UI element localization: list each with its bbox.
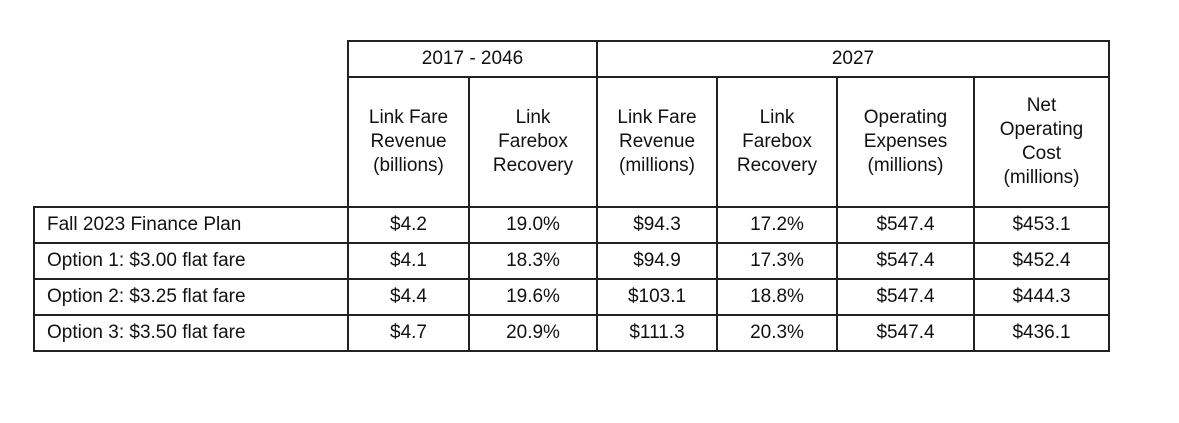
table-cell: $4.2 [347,206,470,244]
table-cell: $547.4 [836,314,975,352]
table-row: Option 2: $3.25 flat fare $4.4 19.6% $10… [33,278,1110,316]
table-cell: $111.3 [596,314,718,352]
table-row: Fall 2023 Finance Plan $4.2 19.0% $94.3 … [33,206,1110,244]
table-cell: $444.3 [973,278,1110,316]
table-row: Option 3: $3.50 flat fare $4.7 20.9% $11… [33,314,1110,352]
table-cell: $103.1 [596,278,718,316]
table-cell: $94.9 [596,242,718,280]
corner-blank-cell [34,41,349,208]
table-cell: 17.2% [716,206,838,244]
table-cell: $547.4 [836,278,975,316]
table-cell: 18.3% [468,242,598,280]
table-cell: $547.4 [836,206,975,244]
table-cell: $94.3 [596,206,718,244]
group-header-2027: 2027 [596,40,1110,78]
table-cell: $452.4 [973,242,1110,280]
column-header-row: Link Fare Revenue (billions) Link Farebo… [34,76,1110,208]
table-cell: 17.3% [716,242,838,280]
table-cell: 19.0% [468,206,598,244]
column-header-link-farebox-recovery-2017-2046: Link Farebox Recovery [468,76,598,208]
column-header-link-farebox-recovery-2027: Link Farebox Recovery [716,76,838,208]
column-header-net-operating-cost: Net Operating Cost (millions) [973,76,1110,208]
group-header-2017-2046: 2017 - 2046 [347,40,598,78]
table-cell: 18.8% [716,278,838,316]
table-cell: $4.1 [347,242,470,280]
table-cell: 20.9% [468,314,598,352]
column-header-link-fare-revenue-millions: Link Fare Revenue (millions) [596,76,718,208]
table-cell: 20.3% [716,314,838,352]
table-cell: $436.1 [973,314,1110,352]
column-header-link-fare-revenue-billions: Link Fare Revenue (billions) [347,76,470,208]
table-row: Option 1: $3.00 flat fare $4.1 18.3% $94… [33,242,1110,280]
column-header-operating-expenses: Operating Expenses (millions) [836,76,975,208]
table-cell: 19.6% [468,278,598,316]
row-label: Option 1: $3.00 flat fare [33,242,349,280]
group-header-row: 2017 - 2046 2027 [34,40,1110,208]
fare-options-table: 2017 - 2046 2027 Link Fare Revenue (bill… [33,40,1110,352]
row-label: Option 3: $3.50 flat fare [33,314,349,352]
row-label: Fall 2023 Finance Plan [33,206,349,244]
table-cell: $547.4 [836,242,975,280]
table-cell: $4.4 [347,278,470,316]
table-cell: $4.7 [347,314,470,352]
table-cell: $453.1 [973,206,1110,244]
row-label: Option 2: $3.25 flat fare [33,278,349,316]
